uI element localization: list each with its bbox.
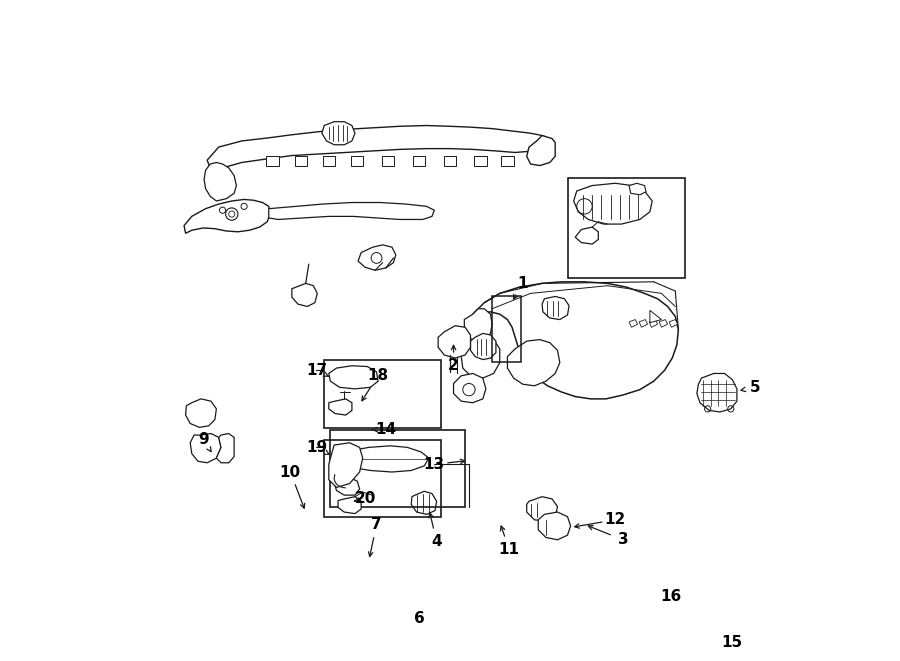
- Text: 4: 4: [431, 534, 442, 549]
- Bar: [568, 178, 685, 278]
- Polygon shape: [526, 496, 557, 522]
- Polygon shape: [322, 122, 355, 145]
- Polygon shape: [184, 200, 270, 233]
- Polygon shape: [474, 155, 487, 165]
- Polygon shape: [185, 399, 216, 428]
- Polygon shape: [338, 496, 361, 514]
- Polygon shape: [697, 373, 737, 412]
- Polygon shape: [526, 136, 555, 165]
- Polygon shape: [358, 245, 396, 270]
- Text: 3: 3: [617, 532, 628, 547]
- Text: 1: 1: [518, 276, 528, 291]
- Polygon shape: [639, 319, 648, 327]
- Text: 16: 16: [660, 589, 681, 604]
- Polygon shape: [342, 446, 429, 472]
- Polygon shape: [444, 155, 456, 165]
- Polygon shape: [461, 337, 500, 378]
- Polygon shape: [411, 491, 436, 514]
- Text: 14: 14: [375, 422, 396, 437]
- Polygon shape: [190, 434, 221, 463]
- Text: 18: 18: [367, 368, 389, 383]
- Polygon shape: [292, 284, 318, 307]
- Polygon shape: [501, 155, 514, 165]
- Text: 12: 12: [605, 512, 626, 527]
- Polygon shape: [269, 202, 435, 219]
- Text: 11: 11: [499, 541, 519, 557]
- Bar: [492, 297, 521, 362]
- Text: 9: 9: [198, 432, 209, 447]
- Text: 7: 7: [371, 517, 382, 532]
- Polygon shape: [351, 155, 364, 165]
- Polygon shape: [204, 163, 237, 201]
- Polygon shape: [629, 319, 637, 327]
- Polygon shape: [649, 319, 658, 327]
- Polygon shape: [454, 373, 486, 403]
- Bar: [330, 430, 465, 507]
- Polygon shape: [207, 126, 552, 170]
- Polygon shape: [573, 183, 652, 224]
- Polygon shape: [669, 319, 678, 327]
- Polygon shape: [659, 319, 668, 327]
- Text: 13: 13: [424, 457, 445, 472]
- Polygon shape: [471, 333, 496, 360]
- Text: 6: 6: [413, 611, 424, 626]
- Polygon shape: [538, 512, 571, 540]
- Polygon shape: [382, 155, 394, 165]
- Polygon shape: [575, 227, 598, 244]
- Polygon shape: [295, 155, 307, 165]
- Polygon shape: [328, 443, 363, 487]
- Polygon shape: [472, 282, 679, 399]
- Bar: [324, 440, 441, 517]
- Text: 2: 2: [448, 358, 459, 373]
- Polygon shape: [328, 399, 352, 415]
- Polygon shape: [334, 477, 360, 495]
- Text: 15: 15: [722, 635, 742, 650]
- Polygon shape: [464, 309, 492, 341]
- Polygon shape: [328, 366, 378, 389]
- Polygon shape: [322, 155, 335, 165]
- Bar: [324, 360, 441, 428]
- Polygon shape: [542, 297, 569, 319]
- Text: 17: 17: [306, 363, 327, 378]
- Text: 19: 19: [306, 440, 327, 455]
- Text: 10: 10: [280, 465, 301, 479]
- Polygon shape: [413, 155, 425, 165]
- Text: 5: 5: [750, 380, 760, 395]
- Polygon shape: [508, 340, 560, 386]
- Polygon shape: [266, 155, 279, 165]
- Polygon shape: [438, 326, 471, 358]
- Polygon shape: [650, 310, 662, 323]
- Polygon shape: [216, 434, 234, 463]
- Polygon shape: [629, 183, 646, 195]
- Text: 20: 20: [355, 492, 375, 506]
